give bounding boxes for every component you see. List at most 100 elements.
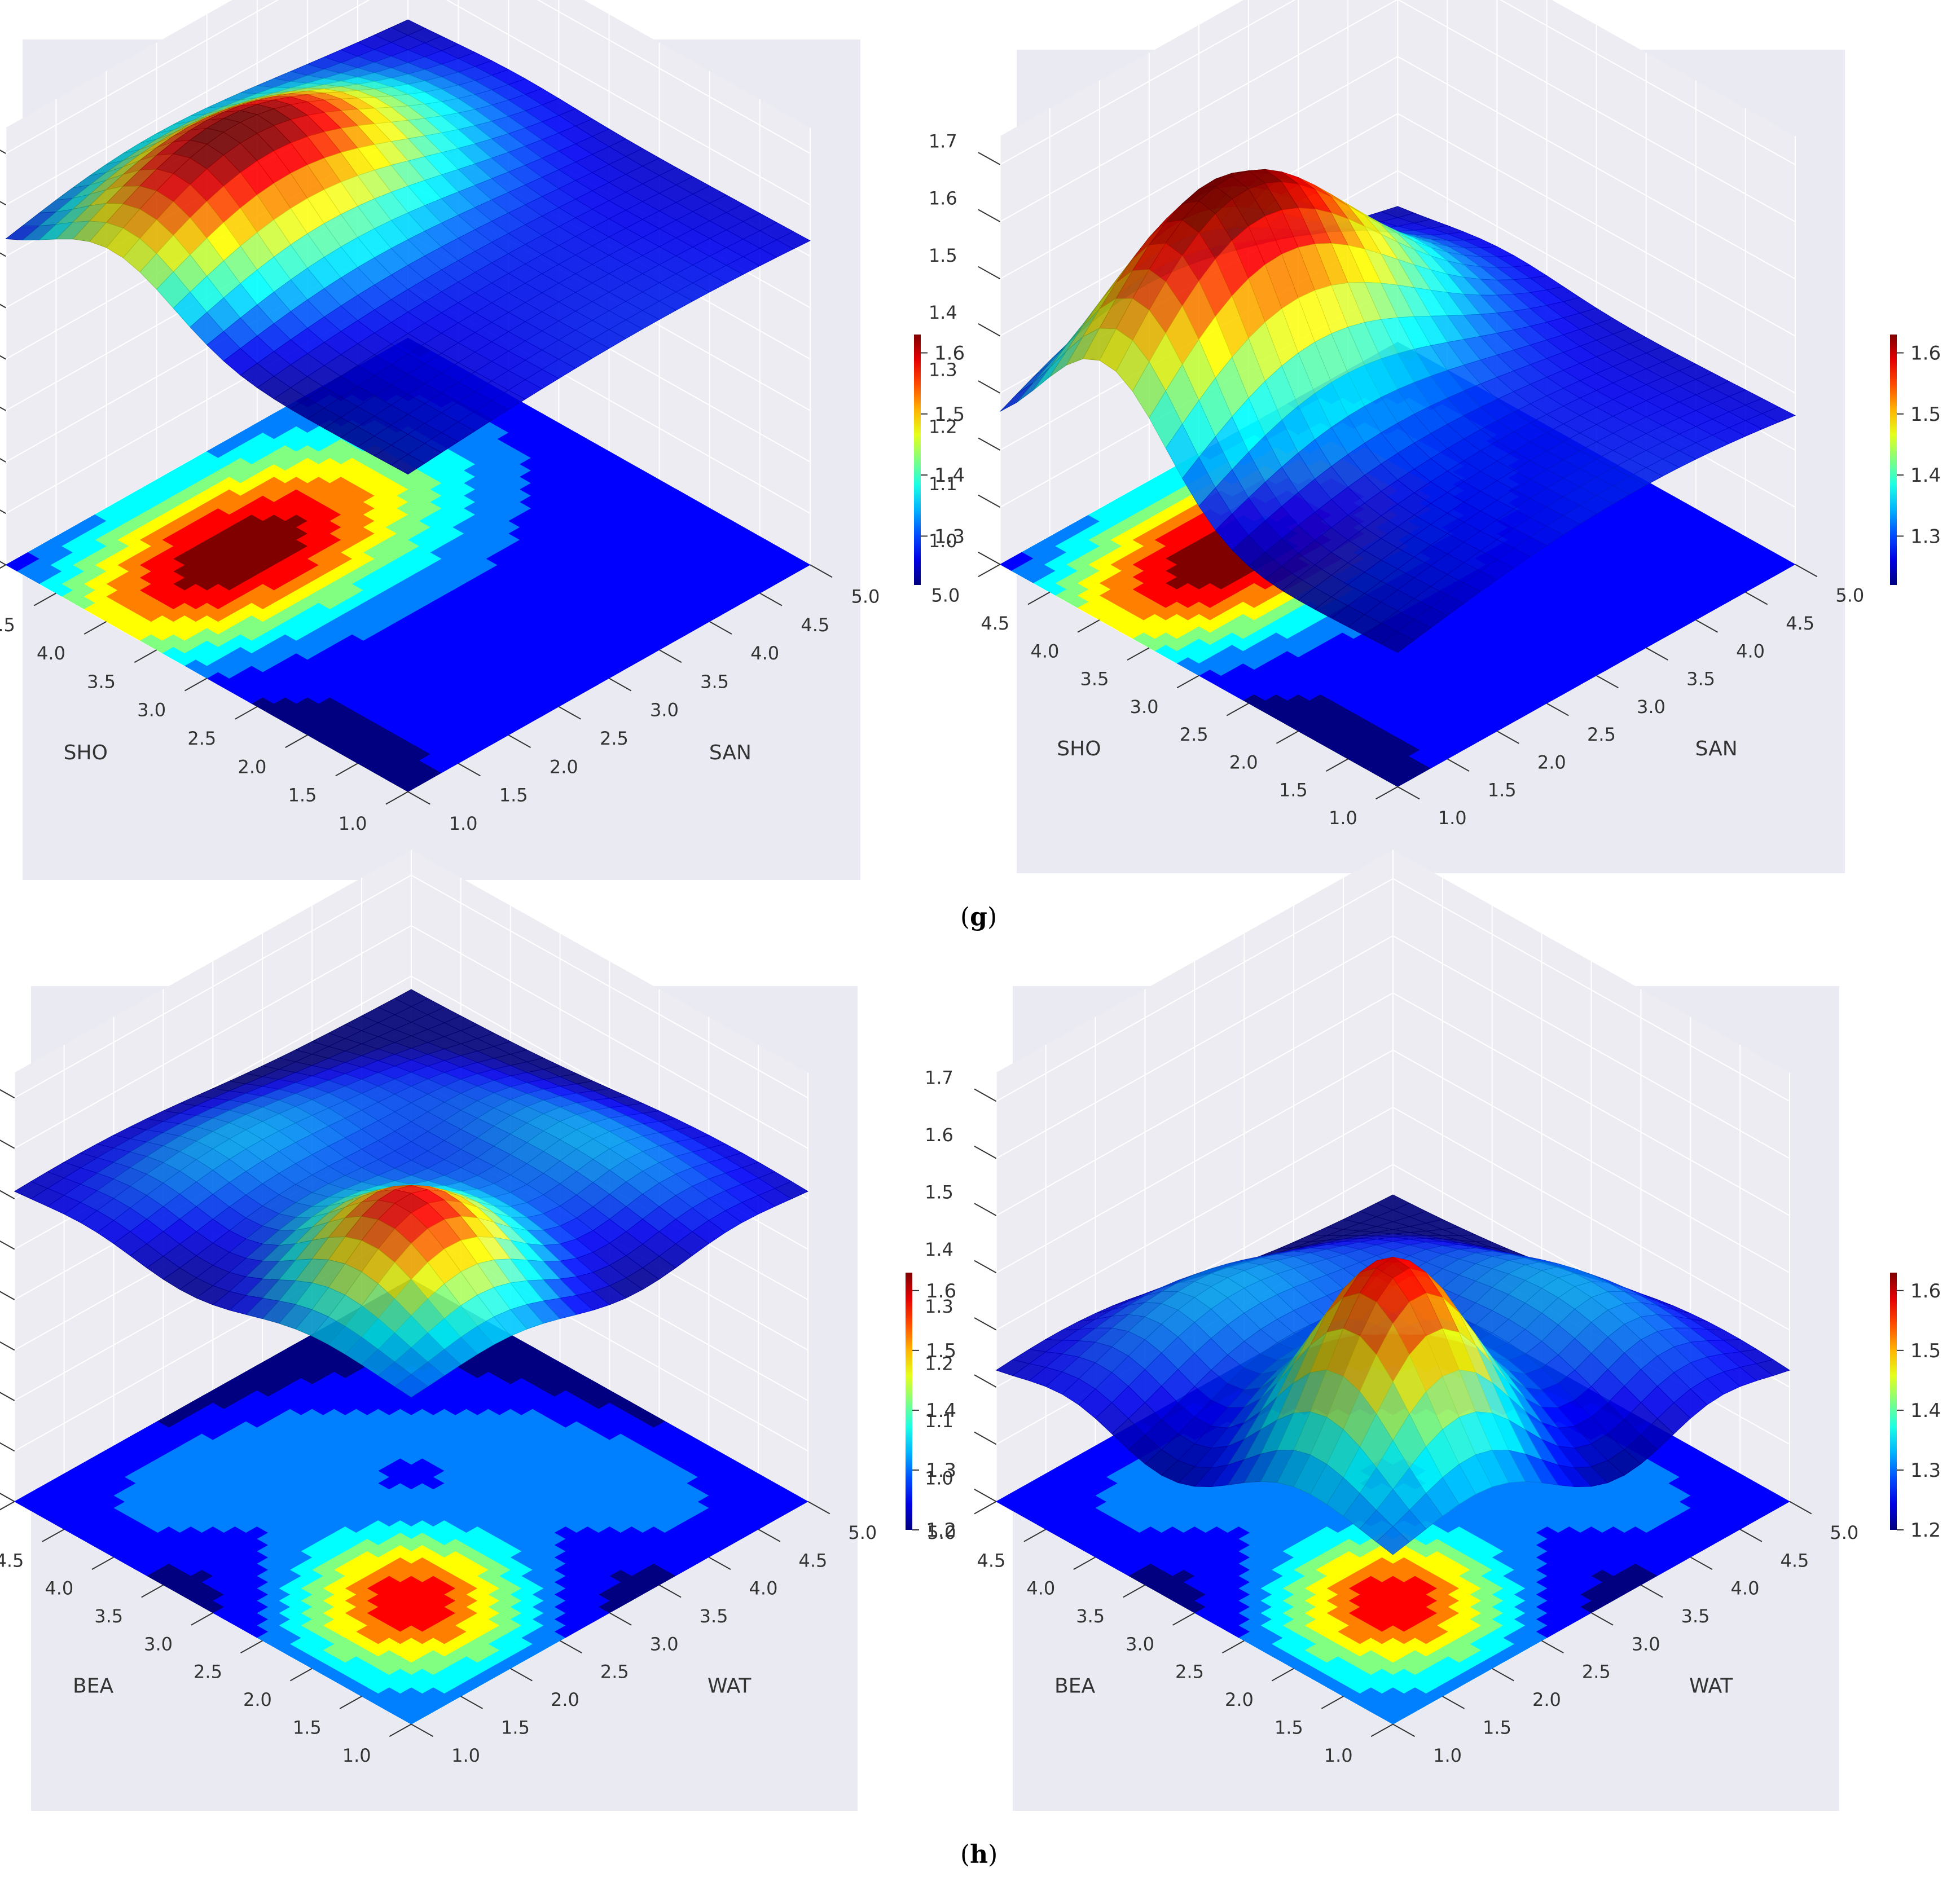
y-tick bbox=[508, 734, 531, 748]
y-tick bbox=[810, 564, 833, 578]
z-tick bbox=[0, 457, 6, 463]
x-tick bbox=[1226, 703, 1249, 716]
y-tick-label: 1.0 bbox=[449, 813, 478, 834]
colorbar-bar bbox=[1890, 335, 1897, 585]
x-tick-label: 1.0 bbox=[339, 813, 367, 834]
z-tick-label: 1.6 bbox=[929, 188, 957, 209]
x-tick-label: 5.0 bbox=[931, 585, 960, 606]
z-tick bbox=[978, 152, 1001, 165]
x-axis-label: SHO bbox=[64, 741, 108, 764]
z-tick bbox=[0, 303, 6, 309]
surface-plot: 1.01.52.02.53.03.54.04.55.01.01.52.02.53… bbox=[0, 0, 880, 834]
z-tick bbox=[978, 323, 1001, 337]
colorbar-tick-label: 1.4 bbox=[1910, 464, 1941, 487]
y-tick bbox=[1795, 564, 1818, 578]
colorbar: 1.3 1.4 1.5 1.6 bbox=[1890, 330, 1958, 589]
z-tick bbox=[0, 561, 6, 566]
y-tick-label: 1.5 bbox=[1488, 780, 1517, 801]
z-tick bbox=[978, 209, 1001, 223]
x-tick-label: 2.5 bbox=[1180, 724, 1208, 745]
x-tick-label: 2.0 bbox=[1229, 751, 1258, 773]
y-tick bbox=[1596, 675, 1619, 689]
y-tick bbox=[1496, 731, 1519, 744]
colorbar-tick-label: 1.5 bbox=[1910, 403, 1941, 426]
gridline bbox=[14, 925, 412, 1149]
surface-plot: 1.01.52.02.53.03.54.04.55.01.01.52.02.53… bbox=[929, 0, 1864, 829]
colorbar-tick-label: 1.3 bbox=[934, 525, 965, 548]
tick-labels: 1.01.52.02.53.03.54.04.55.01.01.52.02.53… bbox=[0, 149, 880, 834]
contour-floor bbox=[14, 1278, 808, 1724]
caption-g: (g) bbox=[960, 903, 997, 931]
y-tick bbox=[709, 621, 732, 635]
z-tick bbox=[0, 149, 6, 154]
colorbar-svg: 1.3 1.4 1.5 1.6 bbox=[914, 335, 965, 585]
x-tick-label: 1.5 bbox=[1279, 780, 1308, 801]
gridline bbox=[1397, 113, 1796, 337]
x-tick-label: 4.5 bbox=[981, 613, 1009, 634]
x-tick-label: 1.5 bbox=[288, 785, 317, 806]
z-tick-label: 1.1 bbox=[929, 473, 957, 495]
y-tick-label: 5.0 bbox=[1835, 585, 1864, 606]
y-tick-label: 3.0 bbox=[1637, 696, 1665, 718]
gridline bbox=[14, 874, 412, 1099]
x-tick bbox=[1027, 591, 1051, 605]
colorbar-tick-label: 1.4 bbox=[934, 464, 965, 487]
z-tick bbox=[0, 406, 6, 411]
x-tick-label: 2.0 bbox=[238, 756, 266, 777]
gridline bbox=[1398, 0, 1796, 222]
x-tick bbox=[335, 763, 358, 777]
x-tick-label: 3.0 bbox=[137, 699, 166, 721]
surface-facet bbox=[1381, 631, 1415, 653]
z-tick-label: 1.0 bbox=[929, 530, 957, 552]
y-tick-label: 2.5 bbox=[1587, 724, 1616, 745]
x-tick bbox=[385, 791, 408, 805]
x-tick-label: 4.0 bbox=[37, 643, 65, 664]
colorbar-tick-label: 1.3 bbox=[1910, 525, 1941, 548]
colorbar-bar bbox=[914, 335, 921, 585]
z-tick-label: 1.4 bbox=[929, 302, 957, 323]
x-tick bbox=[134, 649, 157, 663]
colorbar-tick-label: 1.5 bbox=[934, 403, 965, 426]
gridline bbox=[411, 874, 808, 1099]
x-tick-label: 4.0 bbox=[1030, 640, 1059, 662]
y-tick-label: 3.0 bbox=[650, 699, 679, 721]
x-tick-label: 3.5 bbox=[1080, 668, 1109, 690]
plot-area: 1.01.52.02.53.03.54.04.55.01.01.52.02.53… bbox=[0, 850, 877, 1811]
x-tick bbox=[0, 564, 6, 569]
z-tick bbox=[0, 201, 6, 206]
gridline bbox=[446, 0, 811, 206]
x-tick bbox=[1325, 758, 1348, 772]
x-tick-label: 4.5 bbox=[0, 614, 15, 636]
chart-panel-h-left: SA22 vs (WAT, BEA) 1.01.52.02.53.03.54.0… bbox=[0, 850, 956, 1822]
gridline bbox=[1397, 56, 1796, 280]
surface-facet bbox=[390, 454, 425, 475]
gridline bbox=[1000, 0, 1398, 222]
x-tick bbox=[235, 706, 258, 720]
x-tick bbox=[184, 677, 208, 692]
x-tick bbox=[1127, 647, 1150, 661]
tick-labels: 1.01.52.02.53.03.54.04.55.01.01.52.02.53… bbox=[929, 131, 1864, 829]
y-tick bbox=[1397, 786, 1420, 800]
y-tick bbox=[407, 791, 430, 805]
y-tick bbox=[458, 763, 481, 777]
gridline bbox=[1397, 170, 1796, 394]
y-tick-label: 2.0 bbox=[550, 756, 578, 777]
z-tick bbox=[978, 551, 1001, 565]
y-tick-label: 4.0 bbox=[1736, 640, 1765, 662]
z-tick-label: 1.5 bbox=[929, 245, 957, 266]
x-tick bbox=[285, 734, 308, 748]
z-tick-label: 1.2 bbox=[929, 416, 957, 438]
z-tick bbox=[978, 494, 1001, 508]
surface bbox=[1000, 169, 1796, 653]
y-tick-label: 4.5 bbox=[1786, 613, 1814, 634]
x-tick bbox=[1077, 619, 1100, 633]
x-tick-label: 2.5 bbox=[187, 728, 216, 749]
y-tick bbox=[558, 706, 582, 720]
gridline bbox=[5, 0, 279, 154]
y-tick-label: 5.0 bbox=[851, 586, 880, 608]
gridline bbox=[411, 925, 808, 1149]
x-tick bbox=[1176, 675, 1199, 689]
colorbar-tick-label: 1.6 bbox=[1910, 342, 1941, 365]
colorbar-tick-label: 1.6 bbox=[934, 342, 965, 365]
